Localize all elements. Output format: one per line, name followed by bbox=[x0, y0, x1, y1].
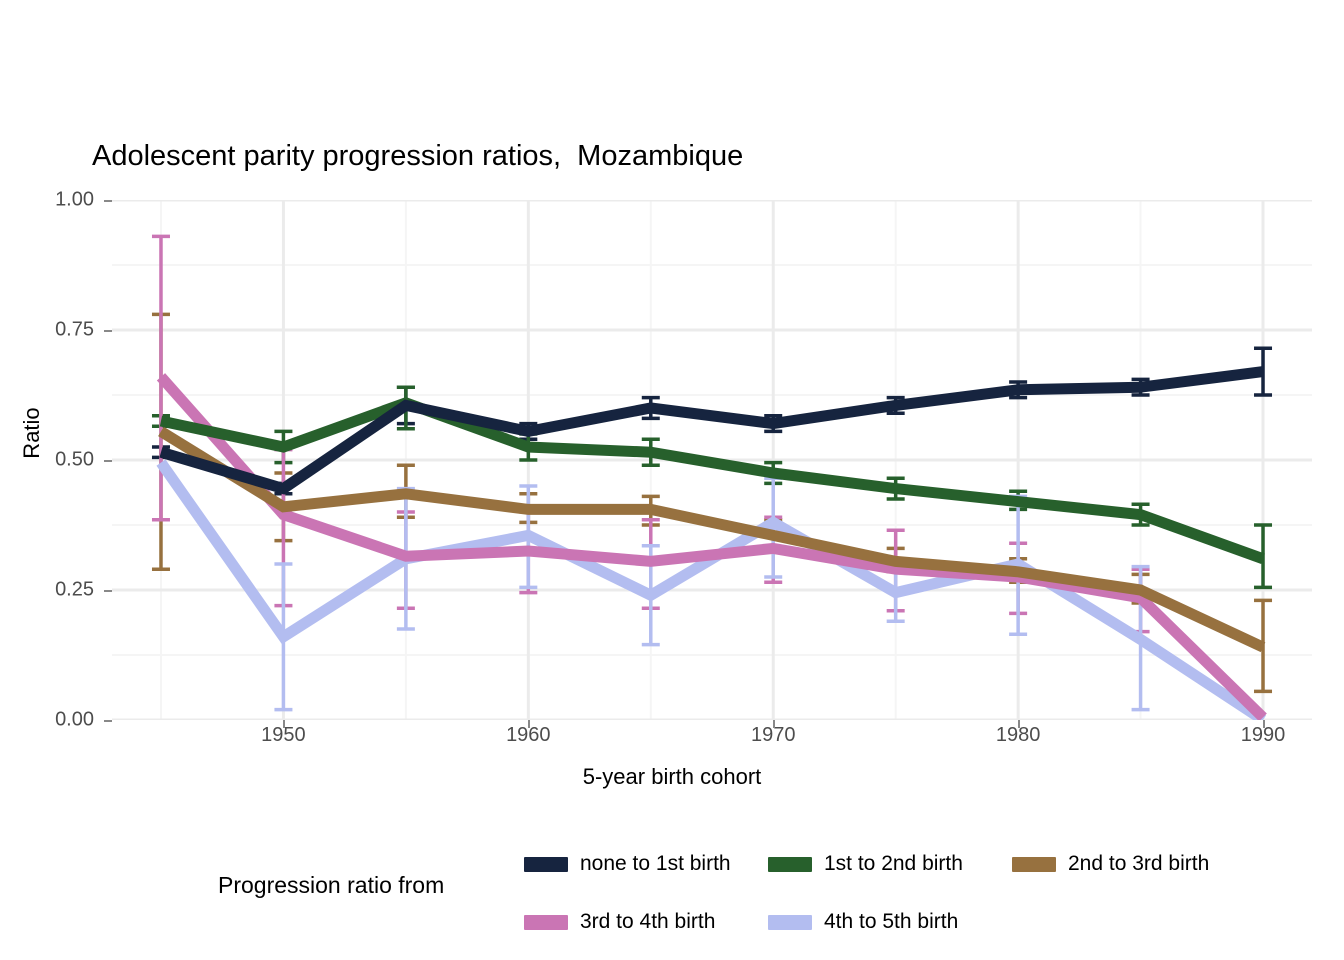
x-tick-mark bbox=[283, 720, 285, 728]
legend-label: none to 1st birth bbox=[580, 852, 731, 875]
series-line-3[interactable] bbox=[156, 373, 1267, 722]
x-tick-label: 1990 bbox=[1240, 724, 1286, 746]
y-tick-mark bbox=[104, 590, 112, 592]
chart-title: Adolescent parity progression ratios, Mo… bbox=[92, 140, 744, 172]
plot-area bbox=[112, 198, 1312, 725]
y-tick-label: 0.50 bbox=[55, 448, 94, 471]
x-tick-mark bbox=[528, 720, 530, 728]
x-tick-label: 1950 bbox=[261, 724, 306, 746]
y-tick-mark bbox=[104, 720, 112, 722]
legend-swatch-icon bbox=[768, 914, 812, 930]
legend-label: 2nd to 3rd birth bbox=[1068, 852, 1210, 875]
legend-swatch-icon bbox=[1012, 856, 1056, 872]
x-tick-mark bbox=[773, 720, 775, 728]
plot-svg bbox=[112, 198, 1312, 725]
legend-swatch-icon bbox=[524, 914, 568, 930]
legend-label: 4th to 5th birth bbox=[824, 910, 959, 933]
legend-label: 1st to 2nd birth bbox=[824, 852, 963, 875]
legend-item-1[interactable]: 1st to 2nd birth bbox=[768, 852, 963, 876]
y-tick-mark bbox=[104, 200, 112, 202]
legend-swatch-icon bbox=[768, 856, 812, 872]
x-tick-mark bbox=[1263, 720, 1265, 728]
y-tick-label: 1.00 bbox=[55, 188, 94, 211]
legend-item-3[interactable]: 3rd to 4th birth bbox=[524, 910, 715, 934]
x-axis-title: 5-year birth cohort bbox=[582, 764, 762, 789]
legend-item-0[interactable]: none to 1st birth bbox=[524, 852, 731, 876]
series-line-0[interactable] bbox=[159, 366, 1264, 495]
series-line-2[interactable] bbox=[158, 426, 1266, 653]
legend-title: Progression ratio from bbox=[218, 872, 445, 898]
x-tick-label: 1970 bbox=[750, 724, 796, 746]
y-tick-mark bbox=[104, 460, 112, 462]
y-tick-mark bbox=[104, 330, 112, 332]
y-tick-label: 0.00 bbox=[55, 708, 94, 731]
legend-swatch-icon bbox=[524, 856, 568, 872]
legend-label: 3rd to 4th birth bbox=[580, 910, 716, 933]
legend-item-2[interactable]: 2nd to 3rd birth bbox=[1012, 852, 1209, 876]
series-line-1[interactable] bbox=[159, 396, 1265, 564]
legend-item-4[interactable]: 4th to 5th birth bbox=[768, 910, 958, 934]
x-tick-mark bbox=[1018, 720, 1020, 728]
y-tick-label: 0.75 bbox=[55, 318, 94, 341]
x-tick-label: 1960 bbox=[506, 724, 551, 746]
y-tick-label: 0.25 bbox=[55, 578, 94, 601]
x-tick-label: 1980 bbox=[995, 724, 1041, 746]
